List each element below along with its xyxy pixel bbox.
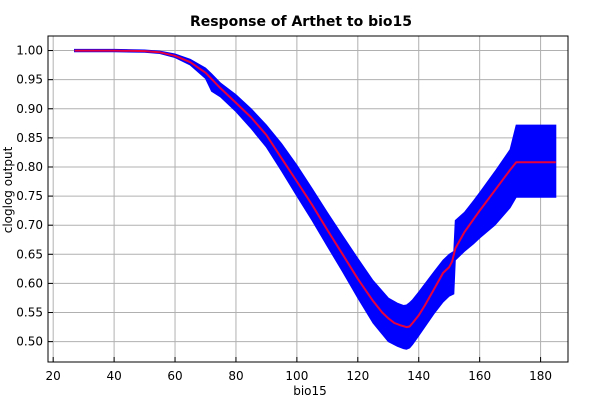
confidence-band-layer [74,48,557,350]
y-tick-label: 0.55 [16,306,43,320]
axis-ticks: 20 40 60 80 100 120 140 160 180 0.50 0.55 0.60 0.65 0… [16,44,552,383]
mean-response-line [74,49,556,329]
x-tick-label: 20 [46,369,61,383]
y-axis-label: cloglog output [1,146,15,233]
x-tick-label: 80 [228,369,243,383]
x-tick-label: 60 [167,369,182,383]
x-tick-label: 120 [346,369,369,383]
y-tick-label: 0.90 [16,102,43,116]
y-tick-label: 0.75 [16,189,43,203]
x-tick-label: 140 [407,369,430,383]
x-tick-label: 100 [285,369,308,383]
y-tick-label: 0.50 [16,335,43,349]
x-tick-label: 160 [468,369,491,383]
x-axis-label: bio15 [293,384,327,398]
confidence-band [74,48,557,350]
chart-title: Response of Arthet to bio15 [190,14,412,30]
y-tick-label: 0.85 [16,131,43,145]
plot-frame [47,35,569,363]
y-tick-label: 0.80 [16,160,43,174]
x-tick-label: 40 [106,369,121,383]
y-tick-label: 1.00 [16,44,43,58]
y-tick-label: 0.60 [16,276,43,290]
y-tick-label: 0.65 [16,247,43,261]
x-tick-label: 180 [529,369,552,383]
y-tick-label: 0.70 [16,218,43,232]
y-tick-label: 0.95 [16,73,43,87]
mean-response-layer [74,49,556,329]
